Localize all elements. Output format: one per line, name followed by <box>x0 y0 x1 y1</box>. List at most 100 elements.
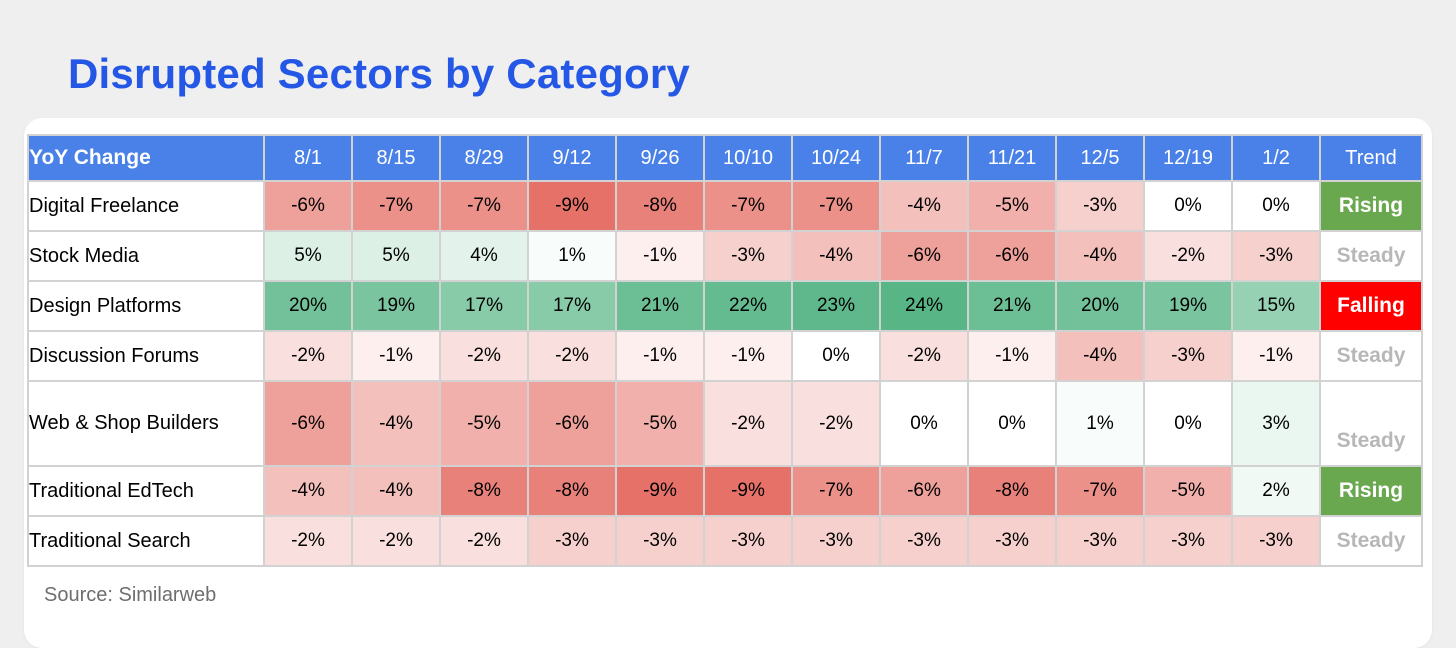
value-cell: 24% <box>879 280 969 332</box>
header-date-1: 8/15 <box>351 134 441 182</box>
trend-cell: Rising <box>1319 465 1423 517</box>
header-yoy-change: YoY Change <box>27 134 265 182</box>
header-date-5: 10/10 <box>703 134 793 182</box>
header-date-8: 11/21 <box>967 134 1057 182</box>
value-cell: -7% <box>791 180 881 232</box>
value-cell: 0% <box>1143 180 1233 232</box>
value-cell: -7% <box>351 180 441 232</box>
value-cell: -1% <box>1231 330 1321 382</box>
value-cell: 2% <box>1231 465 1321 517</box>
value-cell: -6% <box>879 230 969 282</box>
row-label: Design Platforms <box>27 280 265 332</box>
header-date-10: 12/19 <box>1143 134 1233 182</box>
value-cell: -8% <box>967 465 1057 517</box>
table-row: Digital Freelance -6% -7% -7% -9% -8% -7% -7% -4… <box>27 180 1423 232</box>
value-cell: -5% <box>967 180 1057 232</box>
table-row: Traditional Search -2% -2% -2% -3% -3% -3% -3% -… <box>27 515 1423 567</box>
value-cell: 3% <box>1231 380 1321 467</box>
header-row: YoY Change 8/1 8/15 8/29 9/12 9/26 10/10 10/24 1… <box>27 134 1423 182</box>
value-cell: 21% <box>615 280 705 332</box>
value-cell: -5% <box>615 380 705 467</box>
value-cell: -6% <box>263 180 353 232</box>
value-cell: -9% <box>615 465 705 517</box>
value-cell: -3% <box>967 515 1057 567</box>
yoy-heatmap-table: YoY Change 8/1 8/15 8/29 9/12 9/26 10/10 10/24 1… <box>27 134 1423 567</box>
value-cell: -2% <box>351 515 441 567</box>
row-label: Discussion Forums <box>27 330 265 382</box>
value-cell: -4% <box>351 380 441 467</box>
header-date-9: 12/5 <box>1055 134 1145 182</box>
trend-cell: Rising <box>1319 180 1423 232</box>
table-row: Design Platforms 20% 19% 17% 17% 21% 22% 23% 24%… <box>27 280 1423 332</box>
value-cell: -7% <box>439 180 529 232</box>
header-trend: Trend <box>1319 134 1423 182</box>
value-cell: -6% <box>879 465 969 517</box>
source-note: Source: Similarweb <box>44 584 217 606</box>
header-date-11: 1/2 <box>1231 134 1321 182</box>
value-cell: -4% <box>1055 330 1145 382</box>
value-cell: -6% <box>527 380 617 467</box>
value-cell: -3% <box>703 515 793 567</box>
table-row: Web & Shop Builders -6% -4% -5% -6% -5% -2% -2%… <box>27 380 1423 467</box>
value-cell: -3% <box>1231 230 1321 282</box>
value-cell: -4% <box>351 465 441 517</box>
header-date-3: 9/12 <box>527 134 617 182</box>
row-label: Traditional EdTech <box>27 465 265 517</box>
value-cell: 17% <box>527 280 617 332</box>
row-label: Digital Freelance <box>27 180 265 232</box>
value-cell: -3% <box>791 515 881 567</box>
value-cell: -8% <box>615 180 705 232</box>
value-cell: -7% <box>703 180 793 232</box>
value-cell: 5% <box>351 230 441 282</box>
table-body: Digital Freelance -6% -7% -7% -9% -8% -7% -7% -4… <box>27 180 1423 567</box>
value-cell: -1% <box>703 330 793 382</box>
table-card: YoY Change 8/1 8/15 8/29 9/12 9/26 10/10 10/24 1… <box>24 118 1432 648</box>
value-cell: -2% <box>439 330 529 382</box>
value-cell: -6% <box>263 380 353 467</box>
value-cell: -8% <box>439 465 529 517</box>
value-cell: -2% <box>879 330 969 382</box>
value-cell: 20% <box>1055 280 1145 332</box>
value-cell: -3% <box>1143 515 1233 567</box>
trend-cell: Steady <box>1319 515 1423 567</box>
value-cell: -9% <box>703 465 793 517</box>
table-row: Traditional EdTech -4% -4% -8% -8% -9% -9% -7% -… <box>27 465 1423 517</box>
value-cell: -1% <box>615 330 705 382</box>
trend-cell: Steady <box>1319 330 1423 382</box>
value-cell: -2% <box>263 330 353 382</box>
header-date-7: 11/7 <box>879 134 969 182</box>
value-cell: -3% <box>703 230 793 282</box>
value-cell: 20% <box>263 280 353 332</box>
value-cell: -2% <box>791 380 881 467</box>
value-cell: -8% <box>527 465 617 517</box>
value-cell: -1% <box>351 330 441 382</box>
value-cell: -4% <box>791 230 881 282</box>
value-cell: -7% <box>1055 465 1145 517</box>
header-date-4: 9/26 <box>615 134 705 182</box>
value-cell: 21% <box>967 280 1057 332</box>
value-cell: 4% <box>439 230 529 282</box>
value-cell: -6% <box>967 230 1057 282</box>
value-cell: -3% <box>1231 515 1321 567</box>
value-cell: -5% <box>1143 465 1233 517</box>
table-row: Stock Media 5% 5% 4% 1% -1% -3% -4% -6% -6% -4% -2%… <box>27 230 1423 282</box>
value-cell: -4% <box>263 465 353 517</box>
value-cell: 0% <box>791 330 881 382</box>
value-cell: -7% <box>791 465 881 517</box>
value-cell: -2% <box>263 515 353 567</box>
value-cell: -4% <box>879 180 969 232</box>
value-cell: -3% <box>1143 330 1233 382</box>
trend-cell: Falling <box>1319 280 1423 332</box>
value-cell: -1% <box>967 330 1057 382</box>
value-cell: -2% <box>703 380 793 467</box>
value-cell: 17% <box>439 280 529 332</box>
value-cell: -4% <box>1055 230 1145 282</box>
row-label: Stock Media <box>27 230 265 282</box>
header-date-6: 10/24 <box>791 134 881 182</box>
value-cell: 23% <box>791 280 881 332</box>
value-cell: 1% <box>1055 380 1145 467</box>
value-cell: 19% <box>351 280 441 332</box>
value-cell: -3% <box>527 515 617 567</box>
header-date-0: 8/1 <box>263 134 353 182</box>
value-cell: -2% <box>1143 230 1233 282</box>
